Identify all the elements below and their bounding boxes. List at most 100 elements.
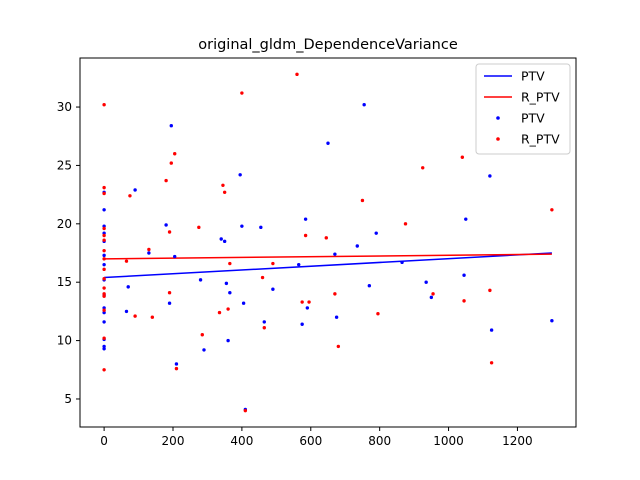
x-tick-label: 200: [162, 434, 185, 448]
data-point: [102, 336, 106, 340]
data-point: [124, 309, 129, 314]
data-point: [367, 284, 372, 288]
data-point: [102, 233, 106, 238]
legend-label: PTV: [521, 69, 545, 84]
legend-label: R_PTV: [521, 132, 560, 147]
data-point: [305, 306, 310, 310]
data-point: [460, 155, 465, 159]
data-point: [333, 292, 337, 296]
series-r-ptv: [102, 72, 554, 413]
data-point: [488, 288, 492, 293]
data-point: [226, 338, 230, 343]
data-point: [303, 217, 308, 221]
data-point: [102, 226, 106, 231]
data-point: [102, 257, 106, 261]
plot-area: [102, 72, 554, 413]
data-point: [240, 224, 244, 228]
data-point: [300, 300, 304, 304]
data-point: [489, 328, 494, 332]
data-point: [222, 239, 227, 244]
data-point: [429, 295, 434, 300]
data-point: [217, 310, 222, 315]
data-point: [102, 103, 106, 107]
data-point: [297, 262, 301, 267]
data-point: [102, 224, 106, 228]
data-point: [164, 178, 168, 183]
data-point: [424, 280, 428, 284]
fit-line-ptv: [104, 252, 552, 279]
y-tick-label: 30: [57, 100, 72, 114]
data-point: [169, 161, 173, 165]
data-point: [403, 222, 408, 226]
data-point: [174, 366, 179, 371]
data-point: [102, 310, 106, 315]
data-point: [324, 236, 328, 240]
data-point: [167, 301, 172, 305]
data-point: [102, 185, 106, 190]
data-point: [462, 299, 466, 303]
data-point: [133, 188, 137, 192]
data-point: [173, 254, 177, 259]
data-point: [326, 141, 330, 145]
data-point: [376, 312, 380, 316]
data-point: [102, 292, 106, 296]
y-tick-label: 10: [57, 334, 72, 348]
legend-label: R_PTV: [521, 90, 560, 105]
data-point: [238, 173, 242, 177]
data-point: [133, 314, 137, 318]
data-point: [336, 344, 341, 349]
legend-entry-3: R_PTV: [496, 132, 560, 147]
legend-entry-0: PTV: [484, 69, 545, 84]
chart-title: original_gldm_DependenceVariance: [198, 37, 458, 53]
x-tick-label: 600: [299, 434, 322, 448]
data-point: [260, 275, 265, 280]
data-point: [169, 124, 173, 128]
data-point: [222, 190, 227, 194]
data-point: [334, 315, 339, 319]
y-tick-label: 20: [57, 217, 72, 231]
data-point: [240, 91, 244, 95]
data-point: [102, 238, 106, 242]
data-point: [198, 278, 203, 282]
data-point: [102, 368, 106, 372]
data-point: [550, 208, 554, 212]
data-point: [102, 308, 106, 312]
data-point: [147, 247, 151, 252]
x-tick-label: 400: [230, 434, 253, 448]
data-point: [147, 251, 151, 255]
data-point: [262, 326, 266, 330]
data-point: [300, 322, 304, 326]
legend-marker-swatch: [496, 137, 500, 141]
data-point: [224, 281, 229, 286]
data-point: [102, 344, 106, 349]
legend-box: [475, 63, 571, 155]
data-point: [197, 225, 201, 230]
data-point: [333, 252, 337, 256]
x-tick-label: 0: [100, 434, 108, 448]
data-point: [102, 253, 106, 258]
data-point: [400, 260, 404, 265]
data-point: [488, 174, 492, 178]
legend: PTV R_PTV PTV R_PTV: [475, 63, 571, 155]
data-point: [173, 152, 177, 156]
data-point: [164, 223, 168, 227]
data-point: [362, 103, 366, 107]
data-point: [259, 225, 263, 230]
data-point: [102, 248, 106, 253]
data-point: [243, 408, 248, 413]
data-point: [102, 191, 106, 196]
data-point: [200, 333, 204, 337]
data-point: [360, 198, 365, 203]
plot-inner: [102, 72, 554, 413]
x-tick-label: 1000: [433, 434, 464, 448]
data-point: [221, 183, 225, 187]
data-point: [303, 233, 308, 238]
data-point: [550, 319, 554, 323]
y-tick-label: 15: [57, 275, 72, 289]
data-point: [489, 361, 494, 365]
data-point: [128, 194, 132, 198]
legend-entry-1: R_PTV: [484, 90, 560, 105]
data-point: [102, 347, 106, 351]
data-point: [421, 166, 425, 170]
legend-entry-2: PTV: [496, 111, 545, 126]
